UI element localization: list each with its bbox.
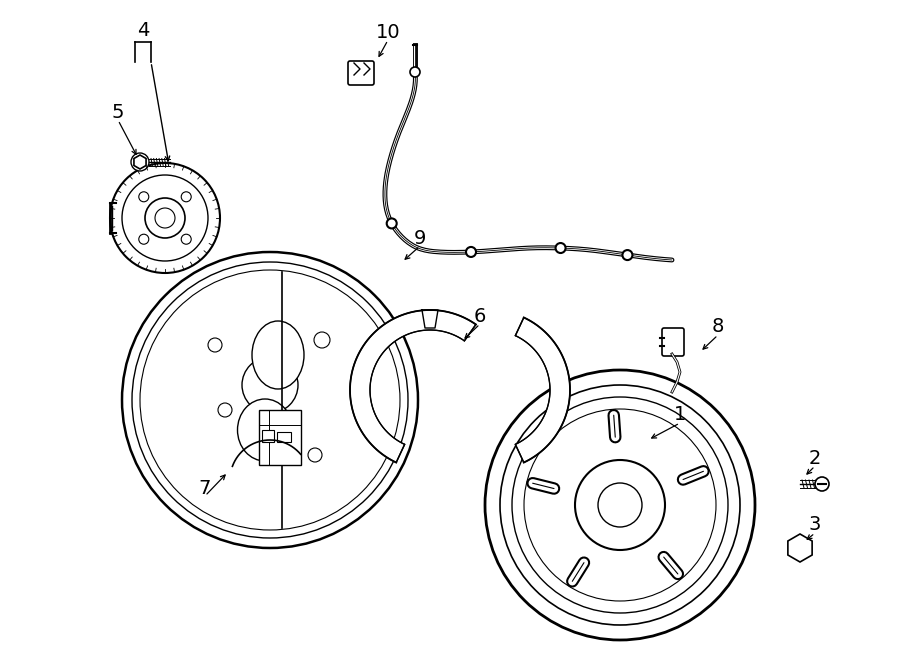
Circle shape	[410, 67, 420, 77]
Circle shape	[314, 332, 330, 348]
Text: 6: 6	[473, 307, 486, 325]
Circle shape	[122, 175, 208, 261]
Circle shape	[387, 218, 397, 229]
FancyBboxPatch shape	[662, 328, 684, 356]
Text: 10: 10	[375, 22, 401, 42]
Text: 7: 7	[199, 479, 212, 498]
Circle shape	[155, 208, 175, 228]
Circle shape	[575, 460, 665, 550]
Circle shape	[815, 477, 829, 491]
Bar	[262, 430, 274, 442]
Text: 2: 2	[809, 449, 821, 467]
FancyBboxPatch shape	[348, 61, 374, 85]
Bar	[259, 410, 301, 465]
Circle shape	[208, 338, 222, 352]
Circle shape	[466, 247, 476, 257]
Circle shape	[500, 385, 740, 625]
Circle shape	[485, 370, 755, 640]
Text: 3: 3	[809, 516, 821, 535]
Polygon shape	[516, 317, 570, 463]
Text: 4: 4	[137, 20, 149, 40]
Circle shape	[132, 262, 408, 538]
Circle shape	[524, 409, 716, 601]
Text: 5: 5	[112, 102, 124, 122]
Text: 8: 8	[712, 317, 724, 336]
Bar	[277, 432, 291, 442]
Polygon shape	[134, 155, 146, 169]
Circle shape	[555, 243, 565, 253]
Polygon shape	[350, 310, 476, 463]
Circle shape	[598, 483, 642, 527]
Circle shape	[145, 198, 185, 238]
Circle shape	[140, 270, 400, 530]
Circle shape	[218, 403, 232, 417]
Circle shape	[131, 153, 149, 171]
Ellipse shape	[238, 399, 292, 461]
Circle shape	[122, 252, 418, 548]
Circle shape	[242, 357, 298, 413]
Text: 1: 1	[674, 405, 686, 424]
Circle shape	[308, 448, 322, 462]
Circle shape	[110, 163, 220, 273]
Circle shape	[623, 250, 633, 260]
Ellipse shape	[252, 321, 304, 389]
Circle shape	[512, 397, 728, 613]
Text: 9: 9	[414, 229, 427, 247]
